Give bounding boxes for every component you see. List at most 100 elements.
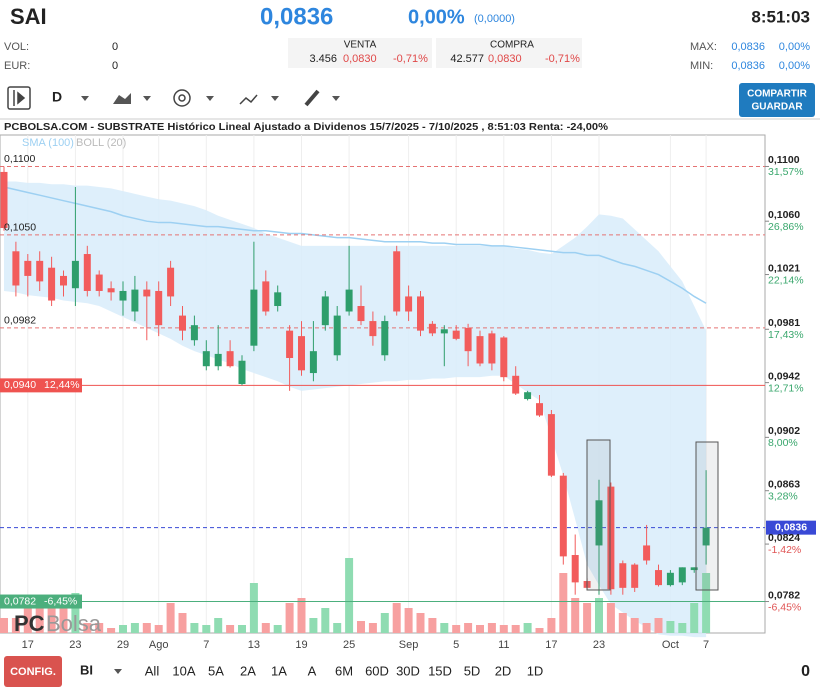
volume-bar xyxy=(107,628,116,633)
candle-body xyxy=(262,281,270,312)
y-tick-label: 0,1021 xyxy=(768,262,800,274)
y-tick-change: 26,86% xyxy=(768,221,804,233)
dropdown-arrow[interactable] xyxy=(332,96,340,101)
x-tick-label: 25 xyxy=(343,639,355,651)
volume-bar xyxy=(428,618,437,633)
volume-bar xyxy=(571,598,580,633)
candle-body xyxy=(48,267,56,301)
volume-bar xyxy=(559,573,568,633)
volume-bar xyxy=(523,623,532,633)
volume-bar xyxy=(547,618,556,633)
compra-title: COMPRA xyxy=(490,40,534,51)
panel-icon[interactable] xyxy=(7,86,31,110)
range-button[interactable]: 2D xyxy=(495,663,512,678)
candle-body xyxy=(250,289,258,346)
highlight-box xyxy=(586,439,611,591)
compra-qty: 42.577 xyxy=(450,53,484,65)
y-tick-label: 0,1100 xyxy=(768,154,800,166)
volume-bar xyxy=(440,623,449,633)
candle-body xyxy=(405,296,413,312)
settings-icon[interactable] xyxy=(173,89,191,107)
x-tick-label: 5 xyxy=(453,639,459,651)
range-button[interactable]: 1D xyxy=(527,663,544,678)
range-button[interactable]: 30D xyxy=(396,663,420,678)
dropdown-arrow[interactable] xyxy=(271,96,279,101)
candle-body xyxy=(309,351,317,374)
min-pct: 0,00% xyxy=(779,60,810,72)
candle-body xyxy=(214,353,222,367)
candle-body xyxy=(381,321,389,356)
volume-bar xyxy=(214,618,223,633)
compra-box xyxy=(436,38,582,68)
candle-body xyxy=(119,290,127,301)
config-button[interactable] xyxy=(4,656,62,687)
candle-body xyxy=(83,254,91,291)
chart-type-icon[interactable] xyxy=(113,93,131,104)
candle-body xyxy=(476,336,484,364)
min-label: MIN: xyxy=(690,60,713,72)
candle-body xyxy=(36,260,44,282)
dropdown-arrow[interactable] xyxy=(81,96,89,101)
volume-bar xyxy=(678,623,687,633)
y-tick-change: -6,45% xyxy=(768,601,801,613)
candle-body xyxy=(0,171,8,229)
range-button[interactable]: 1A xyxy=(271,663,287,678)
draw-icon[interactable] xyxy=(304,89,320,107)
volume-bar xyxy=(202,625,211,633)
dropdown-arrow[interactable] xyxy=(143,96,151,101)
volume-bar xyxy=(166,603,175,633)
level-label: 0,1050 xyxy=(4,222,36,234)
x-tick-label: 11 xyxy=(498,639,509,651)
volume-bar xyxy=(702,573,711,633)
y-tick-label: 0,0902 xyxy=(768,425,800,437)
volume-bar xyxy=(476,625,484,633)
range-button[interactable]: 6M xyxy=(335,663,353,678)
volume-bar xyxy=(0,618,8,633)
candle-body xyxy=(595,500,603,546)
candle-body xyxy=(179,315,186,331)
y-tick-change: -1,42% xyxy=(768,544,801,556)
volume-bar xyxy=(499,625,508,633)
range-button[interactable]: 10A xyxy=(172,663,195,678)
volume-bar xyxy=(583,603,592,633)
volume-bar xyxy=(535,628,544,633)
candle-body xyxy=(440,329,448,334)
volume-bar xyxy=(11,618,20,633)
y-tick-label: 0,0942 xyxy=(768,370,800,382)
candle-body xyxy=(559,475,567,557)
range-button[interactable]: 5D xyxy=(464,663,481,678)
volume-bar xyxy=(333,623,342,633)
x-tick-label: 17 xyxy=(545,639,557,651)
level-change: -6,45% xyxy=(44,595,77,607)
dropdown-arrow[interactable] xyxy=(206,96,214,101)
range-button[interactable]: A xyxy=(308,663,317,678)
y-tick-change: 22,14% xyxy=(768,274,804,286)
volume-bar xyxy=(261,623,270,633)
share-button[interactable] xyxy=(739,83,815,117)
y-tick-change: 3,28% xyxy=(768,490,798,502)
y-tick-change: 17,43% xyxy=(768,329,804,341)
x-tick-label: 13 xyxy=(248,639,260,651)
max-label: MAX: xyxy=(690,41,717,53)
compra-pct: -0,71% xyxy=(545,53,580,65)
candle-body xyxy=(500,337,508,378)
plot xyxy=(0,135,765,638)
volume-bar xyxy=(142,623,151,633)
candle-body xyxy=(357,306,365,322)
indicator-icon[interactable] xyxy=(239,94,258,105)
level-box xyxy=(0,378,82,393)
y-tick-label: 0,0863 xyxy=(768,478,800,490)
range-button[interactable]: 2A xyxy=(240,663,256,678)
x-tick-label: Sep xyxy=(399,639,419,651)
dropdown-arrow[interactable] xyxy=(114,669,122,674)
range-button[interactable]: 15D xyxy=(428,663,452,678)
range-button[interactable]: 5A xyxy=(208,663,224,678)
range-button[interactable]: All xyxy=(145,663,160,678)
range-button[interactable]: 60D xyxy=(365,663,389,678)
candle-body xyxy=(464,327,472,352)
period[interactable]: D xyxy=(52,89,62,105)
candle-body xyxy=(524,392,532,400)
volume-bar xyxy=(368,623,377,633)
volume-bar xyxy=(404,608,413,633)
bi[interactable]: BI xyxy=(80,662,93,677)
